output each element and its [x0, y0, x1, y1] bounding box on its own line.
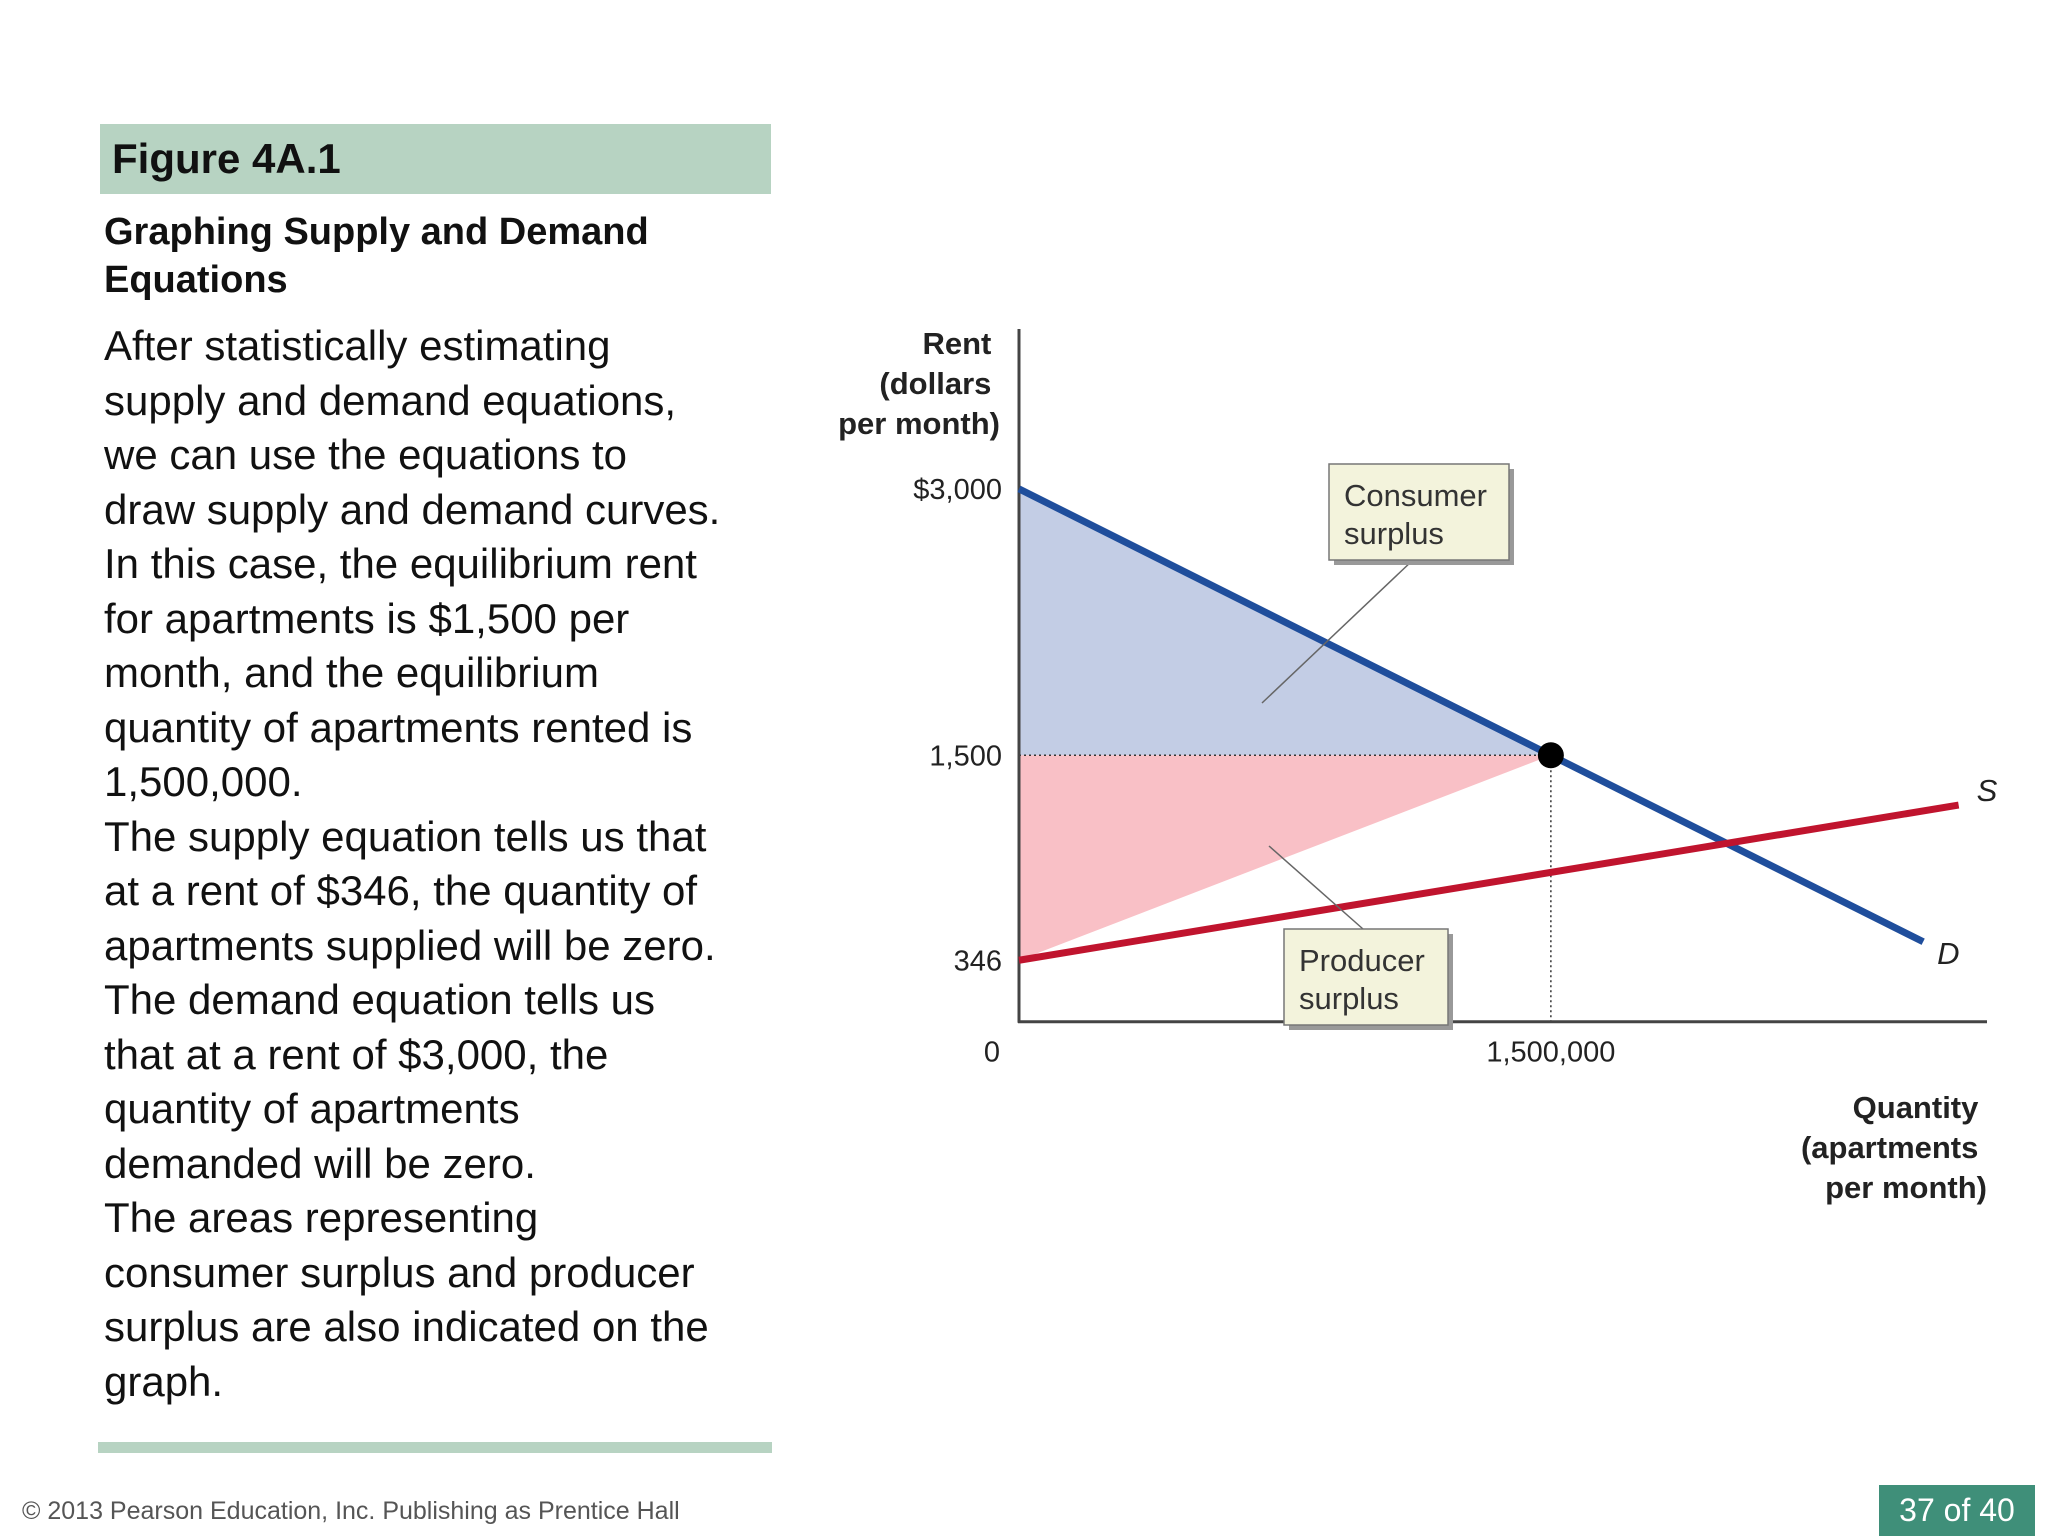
- description-line: for apartments is $1,500 per: [104, 594, 630, 642]
- description-line: After statistically estimating: [104, 322, 611, 369]
- description-line: quantity of apartments: [104, 1085, 520, 1132]
- consumer-surplus-leader: [1261, 559, 1414, 704]
- y-axis-title-line: Rent: [922, 326, 991, 361]
- y-tick-label: 346: [954, 945, 1002, 977]
- producer-surplus-label: Producer surplus: [1299, 943, 1433, 1016]
- description-line: The areas representing: [104, 1194, 539, 1241]
- consumer-surplus-box: [1328, 463, 1510, 561]
- description-line: consumer surplus and producer: [104, 1248, 695, 1296]
- description-line: 1,500,000.: [104, 758, 303, 805]
- producer-surplus-box: [1283, 928, 1449, 1026]
- demand-curve: [1017, 485, 1925, 945]
- description-line: The supply equation tells us that: [104, 812, 707, 860]
- figure-label: Figure 4A.1: [112, 135, 341, 182]
- producer-surplus-callout: Producer surplus: [1268, 845, 1453, 1030]
- description-line: month, and the equilibrium: [104, 649, 599, 696]
- figure-label-band: [100, 124, 771, 194]
- consumer-surplus-label-line: surplus: [1344, 516, 1444, 551]
- producer-surplus-leader: [1268, 845, 1364, 930]
- producer-surplus-label-line: surplus: [1299, 981, 1399, 1016]
- x-axis-title: Quantity (apartments per month): [1801, 1090, 1987, 1205]
- figure-description: After statistically estimating supply an…: [104, 319, 794, 1409]
- description-line: that at a rent of $3,000, the: [104, 1030, 609, 1078]
- description-line: The demand equation tells us: [104, 976, 656, 1023]
- y-axis-title-line: per month): [838, 406, 1000, 441]
- x-axis-title-line: per month): [1825, 1170, 1987, 1205]
- description-line: quantity of apartments rented is: [104, 703, 693, 751]
- page-number-badge: 37 of 40: [1879, 1485, 2035, 1536]
- y-axis-title: Rent (dollars per month): [838, 326, 1000, 441]
- x-axis-title-line: (apartments: [1801, 1130, 1978, 1165]
- tick-labels: $3,000 1,500 346 1,500,000: [913, 474, 1615, 1069]
- description-line: we can use the equations to: [104, 431, 628, 478]
- producer-surplus-area: [1019, 755, 1551, 961]
- figure-subtitle: Graphing Supply and Demand Equations: [104, 211, 649, 301]
- description-line: In this case, the equilibrium rent: [104, 540, 697, 587]
- y-tick-label: 1,500: [929, 740, 1002, 772]
- description-line: at a rent of $346, the quantity of: [104, 867, 698, 914]
- supply-curve-label: S: [1977, 773, 1998, 808]
- copyright-notice: © 2013 Pearson Education, Inc. Publishin…: [22, 1497, 680, 1525]
- description-line: apartments supplied will be zero.: [104, 921, 716, 969]
- supply-curve: [1018, 801, 1960, 964]
- consumer-surplus-callout: Consumer surplus: [1261, 463, 1514, 704]
- equilibrium-point: [1537, 742, 1564, 769]
- description-line: draw supply and demand curves.: [104, 485, 721, 533]
- origin-label: 0: [984, 1037, 1000, 1069]
- y-axis-title-line: (dollars: [879, 366, 991, 401]
- demand-curve-label: D: [1937, 936, 1959, 971]
- y-tick-label: $3,000: [913, 474, 1002, 506]
- x-axis-title-line: Quantity: [1853, 1090, 1979, 1125]
- description-line: demanded will be zero.: [104, 1139, 536, 1187]
- consumer-surplus-label-line: Consumer: [1344, 478, 1487, 513]
- consumer-surplus-label: Consumer surplus: [1344, 478, 1496, 551]
- bottom-divider: [98, 1442, 772, 1453]
- description-line: supply and demand equations,: [104, 376, 677, 424]
- x-tick-label: 1,500,000: [1486, 1037, 1615, 1069]
- description-line: surplus are also indicated on the: [104, 1303, 709, 1350]
- producer-surplus-label-line: Producer: [1299, 943, 1425, 978]
- description-line: graph.: [104, 1357, 224, 1405]
